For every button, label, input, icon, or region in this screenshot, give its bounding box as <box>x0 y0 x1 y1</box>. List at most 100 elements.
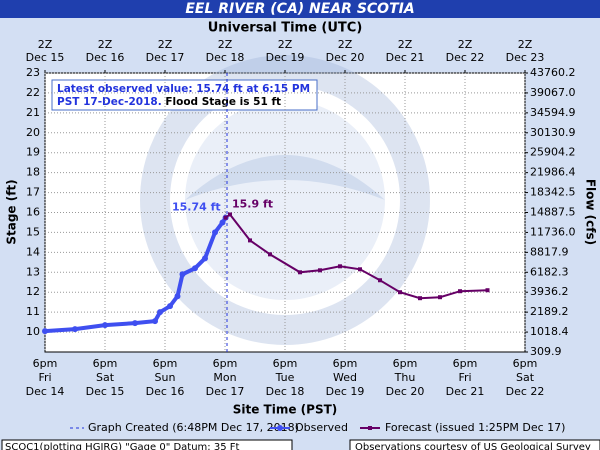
x2-tick-label: Dec 19 <box>266 51 305 64</box>
footer-text: SCOC1(plotting HGIRG) "Gage 0" Datum: 35… <box>5 442 239 450</box>
y-tick-label: 10 <box>26 325 40 338</box>
marker <box>219 219 226 226</box>
chart-title: EEL RIVER (CA) NEAR SCOTIA <box>185 1 414 17</box>
latest-text: PST 17-Dec-2018. Flood Stage is 51 ft <box>57 96 281 108</box>
marker <box>398 290 402 295</box>
x-tick-label: Dec 20 <box>386 385 425 398</box>
marker <box>458 289 462 294</box>
marker <box>179 271 186 278</box>
x-tick-label: Dec 22 <box>506 385 545 398</box>
flood-stage: Flood Stage is 51 ft <box>165 96 281 108</box>
marker <box>228 212 232 217</box>
x2-tick-label: Dec 20 <box>326 51 365 64</box>
x-tick-label: Dec 16 <box>146 385 185 398</box>
x-tick-label: 6pm <box>33 357 58 370</box>
x2-tick-label: 2Z <box>38 38 53 51</box>
x-tick-label: Thu <box>394 371 416 384</box>
marker <box>132 320 138 327</box>
x-tick-label: Fri <box>38 371 51 384</box>
y-tick-label: 11 <box>26 305 40 318</box>
y2-axis-title: Flow (cfs) <box>584 179 598 245</box>
x-tick-label: Fri <box>458 371 471 384</box>
x2-tick-label: Dec 23 <box>506 51 545 64</box>
x2-tick-label: Dec 21 <box>386 51 425 64</box>
x2-tick-label: Dec 17 <box>146 51 185 64</box>
marker <box>318 268 322 273</box>
x-tick-label: 6pm <box>213 357 238 370</box>
x-tick-label: 6pm <box>93 357 118 370</box>
marker <box>223 215 228 220</box>
footer-box <box>1 439 293 450</box>
x2-tick-label: Dec 16 <box>86 51 125 64</box>
x2-tick-label: 2Z <box>278 38 293 51</box>
marker <box>102 322 108 329</box>
y-tick-label: 20 <box>26 126 40 139</box>
marker <box>157 309 163 316</box>
x2-tick-label: 2Z <box>458 38 473 51</box>
y2-tick-label: 2189.2 <box>530 305 569 318</box>
x-tick-label: Sun <box>155 371 176 384</box>
marker <box>192 265 198 272</box>
y-tick-label: 22 <box>26 86 40 99</box>
y-tick-label: 15 <box>26 225 40 238</box>
marker <box>338 264 342 269</box>
y-tick-label: 14 <box>26 245 40 258</box>
latest-text: Latest observed value: 15.74 ft at 6:15 … <box>57 83 310 95</box>
marker <box>72 326 78 333</box>
marker <box>298 270 302 275</box>
x-tick-label: 6pm <box>393 357 418 370</box>
x2-tick-label: 2Z <box>518 38 533 51</box>
y2-tick-label: 3936.2 <box>530 285 569 298</box>
x-tick-label: 6pm <box>453 357 478 370</box>
marker <box>167 303 173 310</box>
x-tick-label: 6pm <box>153 357 178 370</box>
marker <box>248 238 252 243</box>
x-tick-label: 6pm <box>273 357 298 370</box>
legend-label: Observed <box>295 421 348 434</box>
x-tick-label: Dec 18 <box>266 385 305 398</box>
x-tick-label: Dec 19 <box>326 385 365 398</box>
y2-tick-label: 39067.0 <box>530 86 576 99</box>
x2-tick-label: 2Z <box>158 38 173 51</box>
x2-axis-title: Universal Time (UTC) <box>208 21 363 36</box>
legend-label: Forecast (issued 1:25PM Dec 17) <box>385 421 565 434</box>
y-tick-label: 21 <box>26 106 40 119</box>
y2-tick-label: 30130.9 <box>530 126 576 139</box>
x-axis-title: Site Time (PST) <box>233 403 338 417</box>
x2-tick-label: Dec 18 <box>206 51 245 64</box>
x2-tick-label: 2Z <box>398 38 413 51</box>
y-tick-label: 13 <box>26 265 40 278</box>
y2-tick-label: 21986.4 <box>530 166 576 179</box>
y2-tick-label: 25904.2 <box>530 146 576 159</box>
x2-tick-label: 2Z <box>98 38 113 51</box>
y2-tick-label: 34594.9 <box>530 106 576 119</box>
x-tick-label: Dec 14 <box>26 385 65 398</box>
x2-tick-label: 2Z <box>218 38 233 51</box>
x-tick-label: 6pm <box>333 357 358 370</box>
marker <box>174 293 181 300</box>
value-label: 15.9 ft <box>232 197 273 210</box>
x-tick-label: Tue <box>275 371 295 384</box>
y-tick-label: 16 <box>26 206 40 219</box>
y-tick-label: 12 <box>26 285 40 298</box>
latest-date: PST 17-Dec-2018. <box>57 96 162 108</box>
y2-tick-label: 18342.5 <box>530 186 576 199</box>
y2-tick-label: 309.9 <box>530 345 562 358</box>
y-tick-label: 23 <box>26 66 40 79</box>
marker <box>268 252 272 257</box>
x2-tick-label: 2Z <box>338 38 353 51</box>
x-tick-label: Mon <box>213 371 236 384</box>
y2-tick-label: 1018.4 <box>530 325 569 338</box>
title-bar <box>0 0 600 18</box>
value-label: 15.74 ft <box>172 201 221 214</box>
footer-text: Observations courtesy of US Geological S… <box>355 442 591 450</box>
y-tick-label: 17 <box>26 186 40 199</box>
series-line <box>225 213 488 300</box>
y-tick-label: 18 <box>26 166 40 179</box>
x-tick-label: Sat <box>96 371 115 384</box>
footer-box <box>349 439 600 450</box>
x2-tick-label: Dec 15 <box>26 51 65 64</box>
marker <box>212 229 218 236</box>
x-tick-label: Dec 15 <box>86 385 125 398</box>
x-tick-label: Dec 21 <box>446 385 485 398</box>
